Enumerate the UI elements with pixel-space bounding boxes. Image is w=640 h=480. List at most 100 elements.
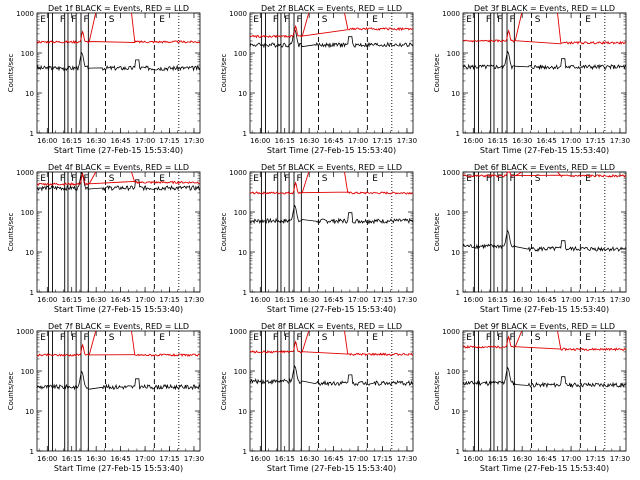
panel-title: Det 7f BLACK = Events, RED = LLD [48, 322, 189, 331]
marker-letter: E [253, 174, 259, 184]
marker-letter: E [40, 15, 46, 25]
y-tick-label: 10 [25, 249, 34, 257]
x-tick-label: 16:45 [324, 455, 344, 463]
lld-series [36, 330, 200, 358]
panel-det-4: Det 4f BLACK = Events, RED = LLD 1 10 100 10… [7, 163, 204, 314]
marker-letter: E [372, 174, 378, 184]
lld-series [462, 171, 627, 178]
marker-letter: F [60, 174, 65, 184]
y-tick-label: 1000 [442, 328, 460, 336]
marker-letter: S [535, 174, 541, 184]
marker-letter: S [322, 15, 328, 25]
marker-letter: E [372, 333, 378, 343]
x-tick-label: 16:15 [488, 296, 508, 304]
x-tick-label: 17:30 [397, 455, 417, 463]
events-series [462, 50, 627, 71]
panel-det-8: Det 8f BLACK = Events, RED = LLD 1 10 100 10… [220, 322, 417, 473]
y-tick-label: 100 [234, 50, 247, 58]
marker-letter: E [253, 15, 259, 25]
panel-det-7: Det 7f BLACK = Events, RED = LLD 1 10 100 10… [7, 322, 204, 473]
marker-letter: F [284, 174, 289, 184]
plot-frame [462, 171, 627, 293]
events-series [36, 51, 201, 72]
x-axis-label: Start Time (27-Feb-15 15:53:40) [267, 305, 396, 314]
x-tick-label: 16:30 [512, 296, 532, 304]
y-axis-label: Counts/sec [7, 213, 15, 252]
events-series [36, 171, 201, 192]
y-tick-label: 1000 [16, 10, 34, 18]
marker-letter: S [109, 15, 115, 25]
x-tick-label: 16:00 [37, 296, 57, 304]
x-tick-label: 16:15 [275, 455, 295, 463]
x-tick-label: 16:15 [62, 137, 82, 145]
y-tick-label: 100 [234, 368, 247, 376]
plot-frame [36, 171, 201, 293]
x-tick-label: 17:15 [159, 296, 179, 304]
y-tick-label: 1 [243, 130, 247, 138]
y-tick-label: 1 [243, 289, 247, 297]
y-tick-label: 10 [238, 90, 247, 98]
x-tick-label: 16:15 [275, 296, 295, 304]
x-tick-label: 16:00 [463, 137, 483, 145]
marker-letter: F [486, 174, 491, 184]
y-axis-label: Counts/sec [220, 54, 228, 93]
x-axis-label: Start Time (27-Feb-15 15:53:40) [54, 146, 183, 155]
x-tick-label: 16:15 [62, 296, 82, 304]
x-axis-label: Start Time (27-Feb-15 15:53:40) [480, 305, 609, 314]
marker-letter: F [273, 174, 278, 184]
panel-det-5: Det 5f BLACK = Events, RED = LLD 1 10 100 10… [220, 163, 417, 314]
marker-letter: E [159, 333, 165, 343]
y-tick-label: 1 [30, 448, 34, 456]
x-tick-label: 17:15 [372, 137, 392, 145]
marker-letter: F [71, 174, 76, 184]
plot-frame [249, 171, 414, 293]
x-axis-label: Start Time (27-Feb-15 15:53:40) [480, 464, 609, 473]
x-tick-label: 17:00 [561, 137, 581, 145]
x-tick-label: 17:15 [585, 296, 605, 304]
y-axis-label: Counts/sec [220, 372, 228, 411]
marker-letter: E [159, 15, 165, 25]
x-tick-label: 16:45 [324, 137, 344, 145]
plot-frame [462, 12, 627, 134]
lld-series [36, 171, 201, 186]
marker-letter: E [585, 174, 591, 184]
panel-det-3: Det 3f BLACK = Events, RED = LLD 1 10 100 10… [433, 4, 630, 155]
marker-letter: E [466, 15, 472, 25]
lld-series [249, 171, 414, 195]
y-axis-label: Counts/sec [7, 54, 15, 93]
marker-letter: F [296, 174, 301, 184]
x-tick-label: 16:45 [111, 137, 131, 145]
plot-frame [249, 330, 414, 452]
marker-letter: S [535, 15, 541, 25]
marker-letter: F [486, 333, 491, 343]
marker-letter: F [284, 15, 289, 25]
y-tick-label: 10 [238, 408, 247, 416]
x-tick-label: 17:00 [348, 455, 368, 463]
x-tick-label: 17:00 [348, 296, 368, 304]
x-tick-label: 16:30 [299, 296, 319, 304]
y-tick-label: 1000 [229, 169, 247, 177]
panel-det-9: Det 9f BLACK = Events, RED = LLD 1 10 100 10… [433, 322, 630, 473]
x-tick-label: 17:30 [397, 137, 417, 145]
x-tick-label: 16:30 [299, 455, 319, 463]
x-tick-label: 17:30 [610, 455, 630, 463]
x-tick-label: 17:00 [348, 137, 368, 145]
marker-letter: F [60, 15, 65, 25]
x-tick-label: 16:45 [537, 137, 557, 145]
marker-letter: F [83, 174, 88, 184]
y-tick-label: 1 [30, 130, 34, 138]
x-tick-label: 16:45 [111, 455, 131, 463]
y-tick-label: 10 [451, 408, 460, 416]
marker-letter: F [71, 15, 76, 25]
plot-frame [36, 330, 201, 452]
x-tick-label: 17:00 [135, 296, 155, 304]
marker-letter: S [322, 333, 328, 343]
x-tick-label: 16:15 [62, 455, 82, 463]
x-tick-label: 17:15 [585, 137, 605, 145]
x-tick-label: 16:15 [275, 137, 295, 145]
plot-frame [36, 12, 201, 134]
y-tick-label: 1 [456, 448, 460, 456]
y-tick-label: 1 [243, 448, 247, 456]
events-series [249, 365, 414, 387]
